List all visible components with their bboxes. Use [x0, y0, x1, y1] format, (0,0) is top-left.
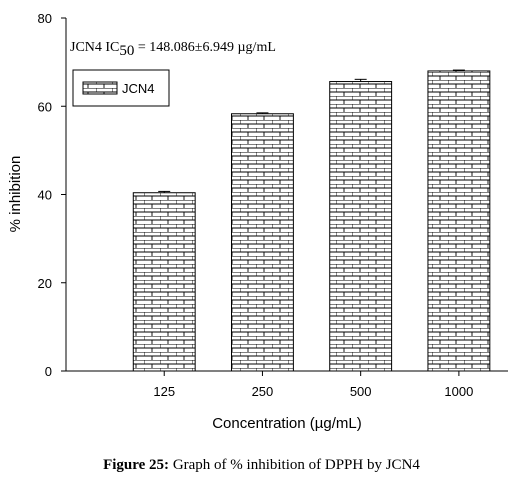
x-tick-label: 1000: [444, 384, 473, 399]
bar: [427, 70, 491, 372]
bar: [132, 192, 196, 372]
caption-label: Figure 25:: [103, 457, 170, 473]
y-tick-label: 20: [38, 276, 52, 291]
y-tick-label: 40: [38, 188, 52, 203]
y-axis-label: % inhibition: [7, 156, 24, 233]
bar: [231, 113, 294, 372]
ic50-annotation: JCN4 IC50 = 148.086±6.949 µg/mL: [70, 40, 276, 59]
ic50-subscript: 50: [119, 43, 134, 59]
x-tick-label: 125: [153, 384, 175, 399]
bar: [329, 81, 393, 372]
legend: JCN4: [72, 69, 170, 107]
x-tick-label: 500: [350, 384, 372, 399]
caption-text: Graph of % inhibition of DPPH by JCN4: [172, 457, 420, 473]
bar-chart: 0 20 40 60 80 125 250 500 1000 % inhibition Con…: [7, 11, 508, 432]
y-tick-label: 80: [38, 11, 52, 26]
legend-label: JCN4: [122, 81, 155, 96]
x-tick-label: 250: [252, 384, 274, 399]
y-tick-label: 60: [38, 99, 52, 114]
figure-caption: Figure 25: Graph of % inhibition of DPPH…: [0, 457, 523, 474]
ic50-suffix: = 148.086±6.949 µg/mL: [134, 40, 275, 55]
y-tick-label: 0: [45, 364, 52, 379]
x-axis-label: Concentration (µg/mL): [212, 415, 362, 432]
legend-swatch: [82, 81, 118, 95]
ic50-prefix: JCN4 IC: [70, 40, 119, 55]
